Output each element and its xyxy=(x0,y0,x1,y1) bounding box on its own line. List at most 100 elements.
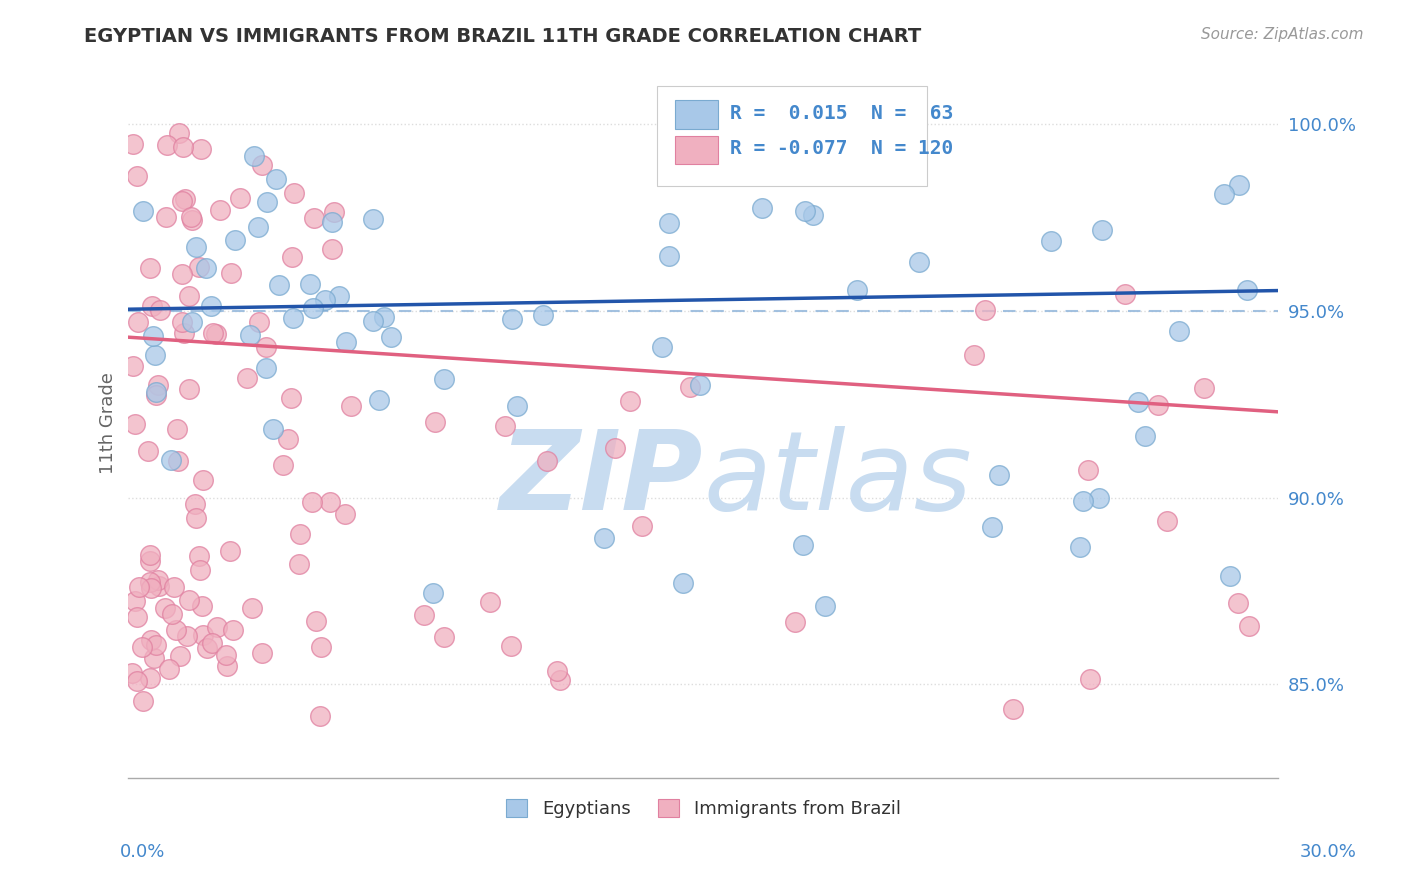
Point xyxy=(145,388,167,402)
Point xyxy=(962,348,984,362)
Point xyxy=(1237,619,1260,633)
Point xyxy=(1078,672,1101,686)
Text: R = -0.077  N = 120: R = -0.077 N = 120 xyxy=(730,139,953,158)
Point xyxy=(432,372,454,386)
Point xyxy=(243,149,266,163)
Point xyxy=(1213,186,1236,201)
Point xyxy=(180,315,202,329)
Point xyxy=(380,330,402,344)
Point xyxy=(689,378,711,392)
Point xyxy=(191,599,214,613)
Point xyxy=(290,527,312,541)
Point xyxy=(149,303,172,318)
Point xyxy=(1192,381,1215,395)
Point xyxy=(1077,463,1099,477)
Point xyxy=(188,563,211,577)
Point xyxy=(252,646,274,660)
Point xyxy=(139,554,162,568)
Point xyxy=(301,495,323,509)
Point xyxy=(367,392,389,407)
Point xyxy=(280,391,302,405)
Point xyxy=(1128,395,1150,409)
Point xyxy=(221,623,243,637)
Point xyxy=(131,204,153,219)
Point xyxy=(1087,491,1109,505)
Point xyxy=(221,266,243,280)
Point xyxy=(501,311,523,326)
Text: atlas: atlas xyxy=(703,426,972,533)
Point xyxy=(1069,541,1091,555)
Point xyxy=(501,639,523,653)
Point xyxy=(181,213,204,227)
Point xyxy=(128,580,150,594)
Point xyxy=(299,277,322,292)
Point xyxy=(340,399,363,413)
Point xyxy=(361,211,384,226)
Point xyxy=(1091,223,1114,237)
Point xyxy=(170,194,193,208)
Point xyxy=(321,215,343,229)
Point xyxy=(281,311,304,326)
Point xyxy=(146,574,169,588)
Point xyxy=(141,299,163,313)
Point xyxy=(122,359,145,373)
Point xyxy=(974,302,997,317)
Point xyxy=(1226,596,1249,610)
Point xyxy=(172,267,194,281)
Text: 0.0%: 0.0% xyxy=(120,843,165,861)
Point xyxy=(202,326,225,340)
Point xyxy=(166,422,188,436)
Point xyxy=(142,329,165,343)
Point xyxy=(186,240,208,254)
Point xyxy=(124,417,146,431)
Point xyxy=(143,348,166,362)
Point xyxy=(236,371,259,385)
Point xyxy=(176,629,198,643)
Point xyxy=(148,579,170,593)
Point xyxy=(266,172,288,186)
Point xyxy=(792,538,814,552)
Point xyxy=(1227,178,1250,192)
Point xyxy=(423,415,446,429)
Point xyxy=(751,201,773,215)
Point xyxy=(217,659,239,673)
Point xyxy=(1146,398,1168,412)
Point xyxy=(361,314,384,328)
Point xyxy=(139,575,162,590)
Point xyxy=(183,497,205,511)
Point xyxy=(262,422,284,436)
Point xyxy=(156,137,179,152)
Point xyxy=(229,191,252,205)
Point xyxy=(494,419,516,434)
Point xyxy=(256,195,278,210)
Point xyxy=(1114,286,1136,301)
Point xyxy=(302,211,325,225)
Point xyxy=(908,254,931,268)
Point xyxy=(1039,234,1062,248)
Point xyxy=(422,586,444,600)
Point xyxy=(1071,494,1094,508)
Point xyxy=(1133,429,1156,443)
Point xyxy=(127,315,149,329)
Point xyxy=(308,709,330,723)
Point xyxy=(254,340,277,354)
Point xyxy=(139,548,162,562)
Point xyxy=(650,340,672,354)
Point xyxy=(145,384,167,399)
Point xyxy=(254,360,277,375)
Point xyxy=(215,648,238,662)
Point xyxy=(548,673,571,687)
Point xyxy=(546,664,568,678)
Point xyxy=(127,674,149,689)
Point xyxy=(160,453,183,467)
Point xyxy=(165,623,187,637)
Point xyxy=(167,127,190,141)
Point xyxy=(125,169,148,184)
Point xyxy=(122,136,145,151)
Point xyxy=(121,665,143,680)
Point xyxy=(200,299,222,313)
Point xyxy=(191,628,214,642)
Point xyxy=(138,260,160,275)
Point xyxy=(314,293,336,307)
Point xyxy=(209,203,232,218)
